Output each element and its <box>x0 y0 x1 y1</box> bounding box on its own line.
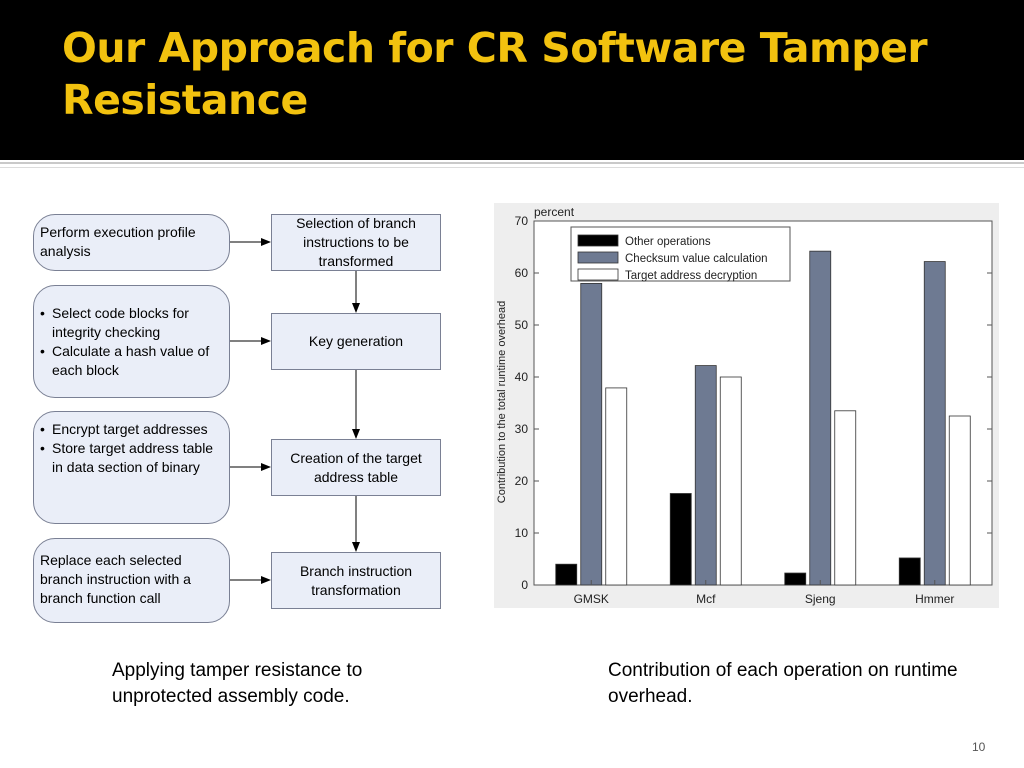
caption-left: Applying tamper resistance to unprotecte… <box>112 660 363 707</box>
x-tick-label: Sjeng <box>805 592 836 606</box>
y-axis-title: Contribution to the total runtime overhe… <box>496 301 508 503</box>
flow-step-integrity: Select code blocks for integrity checkin… <box>33 285 230 398</box>
y-tick-label: 0 <box>521 578 528 592</box>
legend-label: Checksum value calculation <box>625 253 768 265</box>
x-tick-label: GMSK <box>574 592 609 606</box>
bar-gmsk-1 <box>555 563 578 586</box>
legend-swatch <box>577 234 619 247</box>
flow-step-replace: Replace each selected branch instruction… <box>33 538 230 623</box>
x-tick-label: Hmmer <box>915 592 954 606</box>
caption-right: Contribution of each operation on runtim… <box>608 660 958 707</box>
flow-stage-text: Selection of branch instructions to be t… <box>296 215 416 269</box>
flow-stage-text: Branch instruction transformation <box>299 562 413 598</box>
flow-step-encrypt: Encrypt target addresses Store target ad… <box>33 411 230 524</box>
title-bar: Our Approach for CR Software Tamper Resi… <box>0 0 1024 160</box>
bar-sjeng-3 <box>834 410 857 586</box>
y-tick-label: 50 <box>515 318 529 332</box>
chart-panel: 0 10 20 30 40 50 60 70 percent Contribution to th… <box>494 203 999 608</box>
legend-label: Target address decryption <box>625 270 757 282</box>
page-number: 10 <box>972 740 986 754</box>
flow-step-text: Perform execution profile analysis <box>40 224 196 259</box>
flow-step-profile: Perform execution profile analysis <box>33 214 230 271</box>
y-unit-label: percent <box>534 205 575 219</box>
flow-stage-text: Key generation <box>308 333 404 349</box>
flow-stage-text: Creation of the target address table <box>290 449 422 485</box>
legend-swatch <box>577 268 619 281</box>
flow-stage-table: Creation of the target address table <box>271 439 441 496</box>
slide-title: Our Approach for CR Software Tamper Resi… <box>62 24 928 124</box>
flow-stage-keygen: Key generation <box>271 313 441 370</box>
legend-label: Other operations <box>625 236 711 248</box>
bar-gmsk-3 <box>605 387 628 586</box>
y-tick-label: 20 <box>515 474 529 488</box>
bar-mcf-3 <box>719 376 742 586</box>
flow-bullet: Store target address table in data secti… <box>40 439 223 477</box>
bar-mcf-2 <box>694 365 717 586</box>
bar-hmmer-1 <box>898 557 921 586</box>
overhead-bar-chart: 0 10 20 30 40 50 60 70 percent Contribution to th… <box>496 205 993 606</box>
bar-hmmer-3 <box>948 415 971 586</box>
title-divider-thin <box>0 167 1024 168</box>
bar-gmsk-2 <box>580 283 603 586</box>
bar-sjeng-2 <box>809 250 832 586</box>
bar-sjeng-1 <box>784 572 807 586</box>
title-divider <box>0 162 1024 164</box>
flow-stage-transform: Branch instruction transformation <box>271 552 441 609</box>
legend-swatch <box>577 251 619 264</box>
y-tick-label: 70 <box>515 214 529 228</box>
x-tick-label: Mcf <box>696 592 716 606</box>
flow-step-text: Replace each selected branch instruction… <box>40 552 191 606</box>
y-tick-label: 40 <box>515 370 529 384</box>
flow-bullet: Calculate a hash value of each block <box>40 342 223 380</box>
y-tick-label: 30 <box>515 422 529 436</box>
bar-hmmer-2 <box>923 261 946 586</box>
bar-mcf-1 <box>669 493 692 586</box>
y-tick-label: 10 <box>515 526 529 540</box>
y-tick-label: 60 <box>515 266 529 280</box>
flow-bullet: Encrypt target addresses <box>40 420 223 439</box>
flow-stage-selection: Selection of branch instructions to be t… <box>271 214 441 271</box>
flow-bullet: Select code blocks for integrity checkin… <box>40 304 223 342</box>
